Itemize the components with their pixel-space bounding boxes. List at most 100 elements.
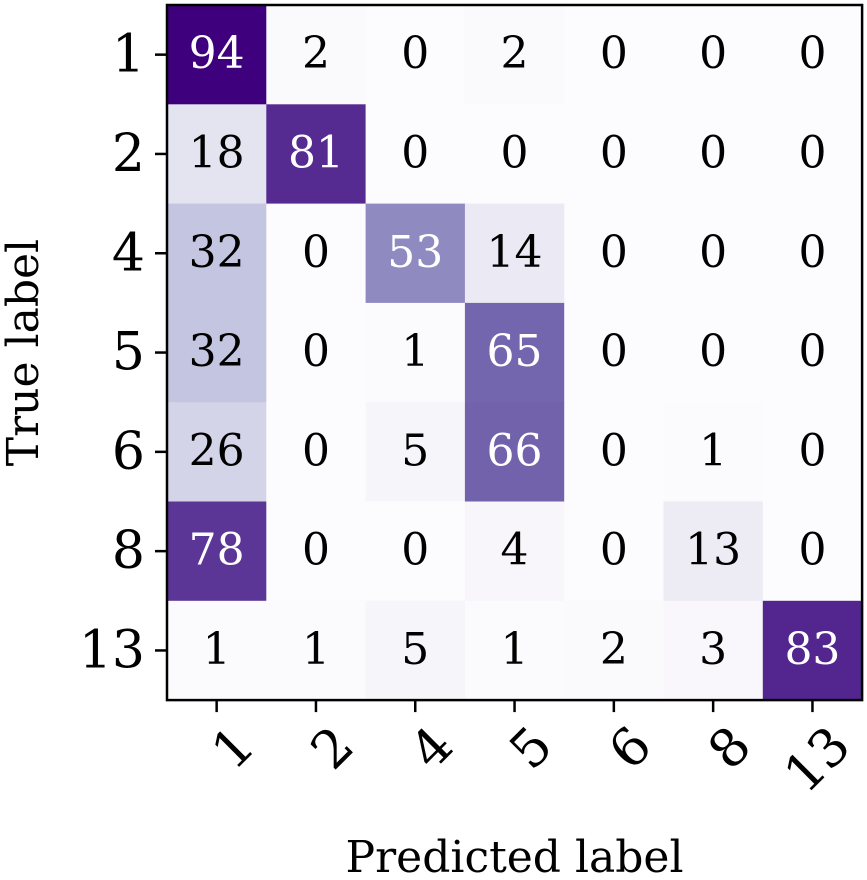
heatmap-cell [464,402,565,503]
cell-value-label: 0 [302,425,330,476]
cell-value-label: 0 [600,425,628,476]
x-tick-label: 13 [773,715,862,804]
heatmap-cell [564,5,665,105]
y-tick-label: 2 [112,124,145,184]
heatmap-cell [663,501,764,602]
heatmap-cell [564,302,665,403]
y-tick-label: 13 [79,620,145,680]
y-tick-label: 4 [112,223,145,283]
heatmap-cell [167,402,267,503]
heatmap-cell [266,104,367,205]
heatmap-cell [266,302,367,403]
heatmap-cell [266,203,367,304]
heatmap-cell [564,104,665,205]
cell-value-label: 0 [798,326,826,377]
heatmap-cell [266,402,367,503]
x-axis-title: Predicted label [346,832,684,880]
cell-value-label: 14 [487,227,543,278]
heatmap-cell [663,302,764,403]
cell-value-label: 1 [699,425,727,476]
cell-value-label: 2 [501,28,529,79]
heatmap-cell [663,104,764,205]
cell-value-label: 0 [798,525,826,576]
heatmap-cell [464,600,565,701]
cell-value-label: 83 [784,624,840,675]
heatmap-cell [663,402,764,503]
cell-value-label: 0 [401,525,429,576]
cell-value-label: 53 [387,227,443,278]
cell-value-label: 0 [600,326,628,377]
cell-value-label: 1 [203,624,231,675]
heatmap-cell [464,5,565,105]
cell-value-label: 1 [501,624,529,675]
cell-value-label: 5 [401,624,429,675]
cell-value-label: 5 [401,425,429,476]
cell-value-label: 0 [798,28,826,79]
heatmap-cell [663,5,764,105]
y-axis-title: True label [0,239,49,466]
heatmap-cell [266,600,367,701]
heatmap-cell [464,203,565,304]
x-tick-label: 4 [399,715,465,781]
heatmap-cell [564,501,665,602]
heatmap-cell [365,5,466,105]
x-tick-label: 5 [498,715,564,781]
cell-value-label: 94 [189,28,245,79]
cell-value-label: 0 [401,28,429,79]
heatmap-cell [762,5,863,105]
heatmap-cell [266,501,367,602]
heatmap-cell [464,501,565,602]
x-tick-label: 1 [201,715,267,781]
heatmap-cell [167,600,267,701]
cell-value-label: 3 [699,624,727,675]
cell-value-label: 0 [699,28,727,79]
cell-value-label: 0 [600,28,628,79]
cell-value-label: 81 [288,127,344,178]
heatmap-cell [365,402,466,503]
heatmap-cell-labels: 94 2 0 2 0 0 018 81 0 0 0 0 032 0 53 14 0 0 032 0 1 65 0 0 026 0 5… [189,28,841,675]
y-tick-label: 6 [112,422,145,482]
cell-value-label: 0 [699,127,727,178]
heatmap-cell [167,302,267,403]
heatmap-cell [365,600,466,701]
x-tick-label: 6 [598,715,664,781]
cell-value-label: 78 [189,525,245,576]
heatmap-cell [167,104,267,205]
y-tick-label: 5 [112,323,145,383]
heatmap-cell [167,203,267,304]
heatmap-cell [564,203,665,304]
heatmap-cell [464,104,565,205]
y-tick-label: 1 [112,25,145,85]
heatmap-cell [564,600,665,701]
heatmap-cell [762,302,863,403]
heatmap-cell [762,104,863,205]
cell-value-label: 0 [302,326,330,377]
cell-value-label: 66 [487,425,543,476]
heatmap-cell [564,402,665,503]
cell-value-label: 0 [600,127,628,178]
cell-value-label: 4 [501,525,529,576]
cell-value-label: 2 [600,624,628,675]
cell-value-label: 26 [189,425,245,476]
cell-value-label: 0 [699,326,727,377]
heatmap-cell [663,203,764,304]
heatmap-cell [663,600,764,701]
heatmap-cell [365,203,466,304]
heatmap-cell [167,5,267,105]
cell-value-label: 0 [798,227,826,278]
heatmap-cell [266,5,367,105]
x-tick-label: 2 [300,715,366,781]
heatmap-cell [365,501,466,602]
cell-value-label: 65 [487,326,543,377]
cell-value-label: 13 [685,525,741,576]
cell-value-label: 18 [189,127,245,178]
cell-value-label: 1 [302,624,330,675]
x-axis-ticks: 1 2 4 5 6 8 13 [201,700,862,805]
heatmap-cell [365,302,466,403]
heatmap-cell [464,302,565,403]
cell-value-label: 0 [302,227,330,278]
heatmap-cell [762,600,863,701]
heatmap-cell [365,104,466,205]
cell-value-label: 32 [189,326,245,377]
